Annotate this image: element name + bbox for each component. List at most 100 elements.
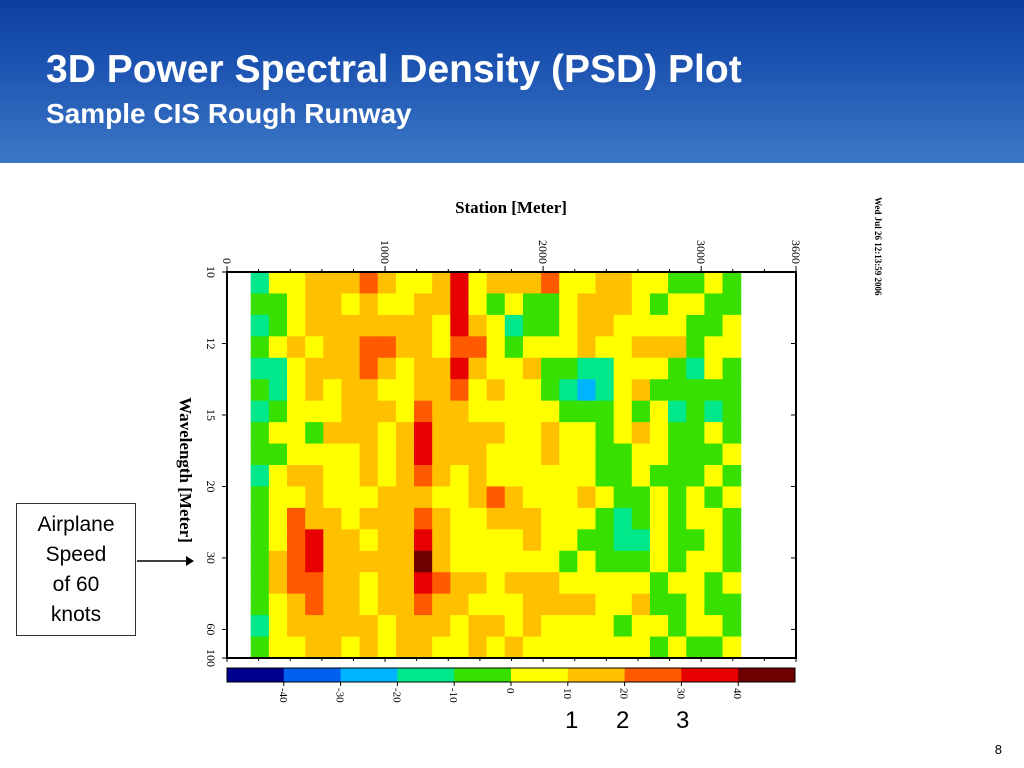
heatmap-cell bbox=[686, 357, 705, 380]
heatmap-cell bbox=[377, 615, 397, 638]
heatmap-cell bbox=[305, 422, 324, 445]
heatmap-cell bbox=[486, 550, 506, 573]
heatmap-cell bbox=[649, 336, 669, 359]
heatmap-cell bbox=[649, 357, 669, 380]
heatmap-cell bbox=[414, 593, 433, 616]
heatmap-cell bbox=[250, 486, 270, 509]
heatmap-cell bbox=[305, 357, 324, 380]
colorbar-tick-label: 0 bbox=[504, 688, 516, 694]
heatmap-cell bbox=[704, 336, 724, 359]
heatmap-cell bbox=[559, 572, 578, 595]
heatmap-cell bbox=[486, 593, 506, 616]
slide-subtitle: Sample CIS Rough Runway bbox=[46, 98, 412, 129]
colorbar-swatch bbox=[567, 668, 626, 682]
heatmap-cell bbox=[359, 572, 379, 595]
colorbar-tick-label: -30 bbox=[334, 688, 346, 703]
heatmap-cell bbox=[305, 336, 324, 359]
heatmap-cell bbox=[631, 636, 651, 659]
x-tick-label: 3600 bbox=[789, 240, 803, 264]
heatmap-cell bbox=[268, 336, 288, 359]
heatmap-cells bbox=[250, 272, 742, 659]
heatmap-cell bbox=[541, 550, 560, 573]
heatmap-cell bbox=[341, 572, 361, 595]
heatmap-cell bbox=[359, 272, 379, 295]
heatmap-cell bbox=[722, 379, 742, 402]
heatmap-cell bbox=[613, 293, 633, 316]
heatmap-cell bbox=[377, 422, 397, 445]
timestamp-text: Wed Jul 26 12:13:59 2006 bbox=[873, 197, 883, 296]
heatmap-cell bbox=[341, 422, 361, 445]
heatmap-cell bbox=[323, 465, 343, 488]
heatmap-cell bbox=[432, 357, 451, 380]
heatmap-cell bbox=[268, 529, 288, 552]
heatmap-cell bbox=[504, 379, 524, 402]
heatmap-cell bbox=[541, 486, 560, 509]
heatmap-cell bbox=[250, 400, 270, 423]
heatmap-cell bbox=[704, 422, 724, 445]
heatmap-cell bbox=[414, 336, 433, 359]
heatmap-cell bbox=[341, 272, 361, 295]
heatmap-cell bbox=[468, 507, 488, 530]
heatmap-cell bbox=[613, 529, 633, 552]
heatmap-cell bbox=[722, 615, 742, 638]
heatmap-cell bbox=[577, 507, 597, 530]
heatmap-cell bbox=[686, 529, 705, 552]
heatmap-cell bbox=[686, 550, 705, 573]
heatmap-cell bbox=[577, 379, 597, 402]
heatmap-cell bbox=[613, 550, 633, 573]
heatmap-cell bbox=[704, 443, 724, 466]
heatmap-cell bbox=[250, 529, 270, 552]
page-number: 8 bbox=[994, 742, 1002, 757]
heatmap-cell bbox=[686, 465, 705, 488]
heatmap-cell bbox=[649, 379, 669, 402]
heatmap-cell bbox=[649, 529, 669, 552]
heatmap-cell bbox=[323, 443, 343, 466]
heatmap-cell bbox=[649, 615, 669, 638]
heatmap-cell bbox=[287, 379, 306, 402]
colorbar: -40 -30 -20 -10 0 10 20 30 40 bbox=[226, 667, 796, 703]
heatmap-cell bbox=[504, 593, 524, 616]
heatmap-cell bbox=[359, 336, 379, 359]
heatmap-cell bbox=[522, 314, 542, 337]
heatmap-cell bbox=[377, 272, 397, 295]
heatmap-cell bbox=[341, 507, 361, 530]
heatmap-cell bbox=[305, 615, 324, 638]
heatmap-cell bbox=[268, 314, 288, 337]
heatmap-cell bbox=[287, 550, 306, 573]
heatmap-cell bbox=[631, 507, 651, 530]
heatmap-cell bbox=[323, 293, 343, 316]
heatmap-cell bbox=[577, 357, 597, 380]
heatmap-cell bbox=[395, 465, 415, 488]
heatmap-cell bbox=[522, 529, 542, 552]
heatmap-cell bbox=[577, 465, 597, 488]
heatmap-cell bbox=[522, 572, 542, 595]
heatmap-cell bbox=[577, 615, 597, 638]
colorbar-tick-label: 20 bbox=[618, 688, 630, 700]
heatmap-cell bbox=[504, 443, 524, 466]
heatmap-cell bbox=[486, 400, 506, 423]
heatmap-cell bbox=[686, 572, 705, 595]
heatmap-cell bbox=[722, 529, 742, 552]
heatmap-cell bbox=[613, 400, 633, 423]
heatmap-cell bbox=[541, 443, 560, 466]
y-axis-label: Wavelength [Meter] bbox=[176, 397, 195, 543]
heatmap-cell bbox=[722, 443, 742, 466]
x-tick-label: 3000 bbox=[694, 240, 708, 264]
heatmap-cell bbox=[541, 615, 560, 638]
heatmap-cell bbox=[305, 507, 324, 530]
heatmap-cell bbox=[323, 507, 343, 530]
heatmap-cell bbox=[577, 529, 597, 552]
y-tick-label: 10 bbox=[204, 266, 218, 278]
heatmap-cell bbox=[359, 379, 379, 402]
heatmap-cell bbox=[250, 336, 270, 359]
heatmap-cell bbox=[631, 293, 651, 316]
heatmap-cell bbox=[631, 357, 651, 380]
heatmap-cell bbox=[395, 336, 415, 359]
heatmap-cell bbox=[486, 357, 506, 380]
heatmap-cell bbox=[450, 293, 470, 316]
heatmap-cell bbox=[287, 572, 306, 595]
x-tick-label: 1000 bbox=[378, 240, 392, 264]
axis-ticks: 0 1000 2000 3000 3600 10 12 15 20 30 60 100 bbox=[204, 240, 803, 667]
heatmap-cell bbox=[287, 272, 306, 295]
heatmap-cell bbox=[268, 593, 288, 616]
